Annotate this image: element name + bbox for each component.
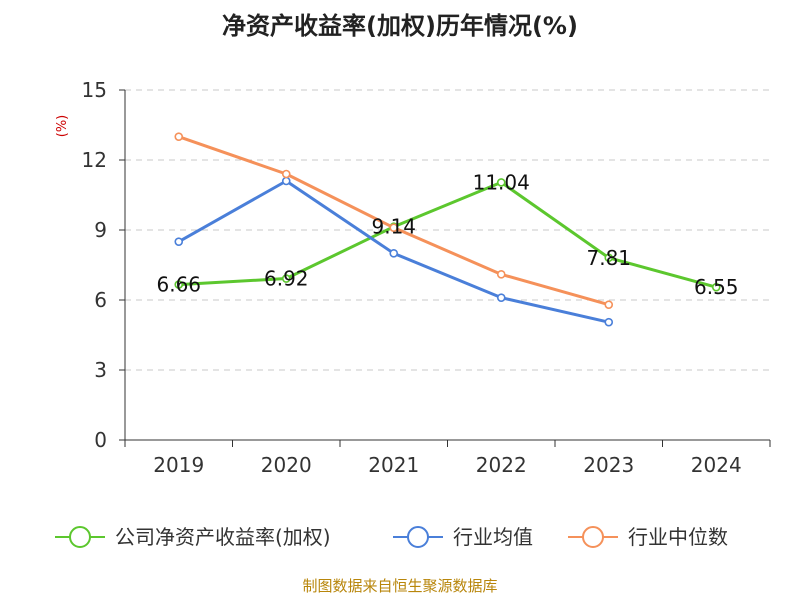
- x-tick-label: 2022: [476, 453, 527, 477]
- legend-label-3: 行业中位数: [628, 525, 728, 549]
- data-point: [496, 270, 506, 279]
- source-note: 制图数据来自恒生聚源数据库: [302, 577, 497, 595]
- x-tick-label: 2019: [153, 453, 204, 477]
- data-point: [174, 237, 184, 246]
- x-tick-label: 2023: [583, 453, 634, 477]
- data-point: [496, 293, 506, 302]
- axes: 0 3 6 9 12 15 2019 2020 2021 2022 2023 2024: [82, 78, 771, 477]
- y-axis-unit: (%): [55, 115, 70, 138]
- data-label: 6.66: [156, 273, 201, 297]
- data-label: 6.92: [264, 267, 309, 291]
- data-point: [389, 249, 399, 258]
- legend-marker-3: [582, 526, 604, 548]
- data-label: 6.55: [694, 275, 739, 299]
- y-tick-label: 9: [94, 218, 107, 242]
- gridlines: [125, 89, 770, 371]
- legend-marker-2: [407, 526, 429, 548]
- legend-label-2: 行业均值: [453, 525, 533, 549]
- data-point: [174, 280, 184, 289]
- data-point: [281, 274, 291, 283]
- data-label: 11.04: [473, 170, 530, 194]
- y-tick-label: 6: [94, 288, 107, 312]
- data-point: [281, 176, 291, 186]
- data-point: [174, 132, 184, 141]
- data-point: [281, 169, 291, 179]
- series-line-1: [178, 180, 717, 289]
- data-point: [604, 317, 614, 327]
- data-point: [496, 178, 506, 187]
- y-tick-label: 12: [82, 148, 107, 172]
- y-tick-label: 15: [82, 78, 107, 102]
- y-tick-label: 3: [94, 358, 107, 382]
- legend-marker-1: [69, 526, 91, 548]
- legend-label-1: 公司净资产收益率(加权): [115, 525, 331, 549]
- x-tick-label: 2021: [368, 453, 419, 477]
- y-tick-label: 0: [94, 428, 107, 452]
- data-label: 7.81: [586, 246, 631, 270]
- data-point: [604, 300, 614, 309]
- x-tick-label: 2020: [261, 453, 312, 477]
- data-point: [604, 253, 614, 263]
- series-lines: [174, 132, 721, 327]
- data-label: 9.14: [371, 215, 416, 239]
- legend: 公司净资产收益率(加权) 行业均值 行业中位数: [55, 525, 728, 549]
- x-tick-label: 2024: [691, 453, 742, 477]
- data-point: [389, 223, 399, 232]
- data-point: [711, 282, 721, 292]
- chart-title: 净资产收益率(加权)历年情况(%): [222, 12, 578, 40]
- data-labels: 6.66 6.92 9.14 11.04 7.81 6.55: [156, 170, 738, 299]
